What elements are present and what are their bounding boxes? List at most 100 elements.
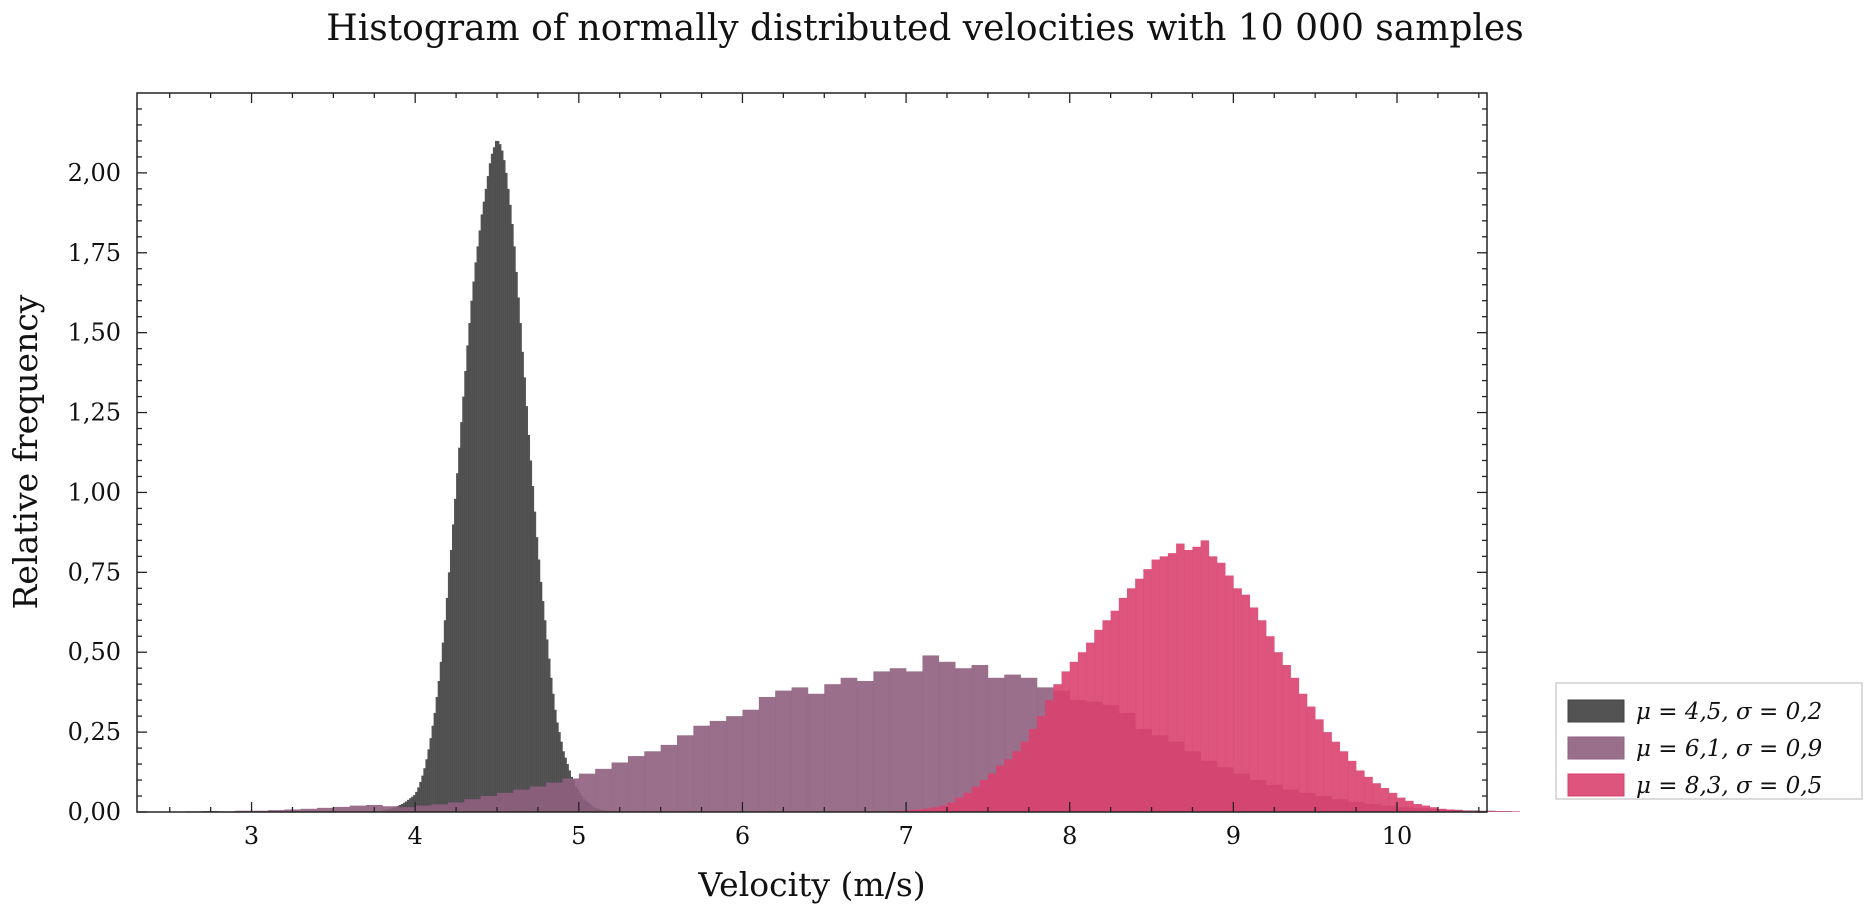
histogram-bar: [535, 537, 539, 812]
histogram-bar: [552, 693, 555, 812]
histogram-bar: [1110, 610, 1120, 812]
histogram-bar: [947, 802, 956, 812]
histogram-bar: [515, 271, 518, 812]
histogram-bar: [1225, 575, 1234, 812]
legend-swatch: [1567, 699, 1625, 723]
histogram-bar: [464, 799, 481, 812]
histogram-bars: [186, 140, 1521, 813]
histogram-bar: [914, 809, 923, 812]
series-3-bars: [889, 540, 1521, 812]
histogram-bar: [447, 572, 451, 812]
x-axis-ticks: 3 4 5 6 7 8 9 10: [169, 93, 1480, 850]
histogram-bar: [558, 732, 561, 812]
histogram-bar: [930, 807, 940, 812]
histogram-bar: [499, 144, 502, 812]
histogram-bar: [537, 559, 541, 812]
histogram-bar: [1061, 671, 1071, 812]
y-tick-label: 1,25: [68, 399, 121, 427]
histogram-bar: [480, 214, 483, 812]
legend-label: μ = 6,1, σ = 0,9: [1636, 736, 1822, 762]
histogram-bar: [507, 188, 510, 812]
histogram-bar: [413, 795, 416, 812]
chart-title: Histogram of normally distributed veloci…: [326, 8, 1523, 49]
histogram-bar: [1176, 543, 1185, 812]
histogram-bar: [1364, 776, 1373, 812]
histogram-bar: [452, 524, 455, 812]
histogram-bar: [1257, 620, 1267, 812]
histogram-bar: [456, 473, 459, 812]
histogram-bar: [449, 549, 453, 812]
histogram-bar: [1495, 811, 1504, 812]
histogram-bar: [317, 807, 334, 812]
y-tick-label: 2,00: [68, 159, 121, 187]
histogram-bar: [955, 797, 964, 812]
histogram-bar: [1143, 569, 1152, 812]
histogram-bar: [1069, 661, 1079, 812]
histogram-bar: [511, 224, 514, 812]
x-tick-label: 4: [408, 822, 423, 850]
histogram-bar: [1233, 588, 1242, 812]
y-tick-label: 0,25: [68, 718, 121, 746]
histogram-bar: [1192, 546, 1201, 812]
histogram-bar: [1151, 559, 1161, 812]
histogram-bar: [1028, 728, 1038, 812]
x-axis-label: Velocity (m/s): [697, 865, 925, 904]
histogram-bar: [472, 281, 475, 812]
histogram-bar: [429, 738, 432, 812]
histogram-bar: [627, 756, 645, 812]
x-tick-label: 7: [898, 822, 913, 850]
histogram-bar: [840, 677, 858, 812]
histogram-bar: [1266, 636, 1275, 812]
histogram-bar: [480, 796, 498, 812]
histogram-bar: [955, 668, 972, 812]
legend-swatch: [1567, 773, 1625, 797]
histogram-bar: [1020, 741, 1030, 812]
x-tick-label: 3: [244, 822, 259, 850]
histogram-bar: [443, 620, 447, 812]
x-tick-label: 5: [571, 822, 586, 850]
histogram-bar: [971, 786, 981, 812]
histogram-bar: [503, 160, 506, 813]
histogram-bar: [987, 773, 997, 812]
histogram-bar: [1421, 805, 1431, 812]
histogram-bar: [611, 762, 629, 812]
histogram-bar: [546, 639, 549, 812]
histogram-bar: [1184, 549, 1193, 812]
histogram-bar: [462, 396, 465, 812]
histogram-bar: [458, 447, 461, 812]
histogram-bar: [1282, 665, 1291, 812]
histogram-bar: [1208, 556, 1218, 812]
histogram-bar: [441, 642, 445, 812]
histogram-bar: [1347, 760, 1357, 812]
histogram-bar: [437, 680, 441, 812]
histogram-bar: [1388, 792, 1398, 812]
histogram-bar: [333, 806, 351, 812]
histogram-bar: [505, 172, 508, 812]
y-axis-ticks: 0,00 0,25 0,50 0,75 1,00 1,25 1,50 1,75 2,00: [68, 108, 1487, 826]
histogram-bar: [531, 486, 535, 812]
histogram-bar: [407, 799, 410, 812]
histogram-bar: [548, 658, 551, 812]
histogram-bar: [484, 188, 488, 812]
histogram-bar: [492, 147, 496, 812]
histogram-bar: [1372, 783, 1381, 812]
y-tick-label: 0,50: [68, 638, 121, 666]
histogram-bar: [464, 371, 467, 812]
histogram-bar: [1102, 620, 1111, 812]
histogram-bar: [474, 262, 477, 812]
histogram-bar: [1290, 677, 1300, 812]
histogram-bar: [1307, 706, 1316, 812]
histogram-bar: [466, 345, 469, 812]
histogram-bar: [644, 751, 661, 812]
histogram-bar: [979, 780, 989, 812]
histogram-bar: [425, 759, 428, 812]
histogram-bar: [906, 671, 923, 812]
histogram-bar: [431, 725, 434, 812]
histogram-bar: [857, 680, 874, 812]
histogram-bar: [523, 377, 526, 812]
histogram-bar: [454, 498, 457, 812]
histogram-bar: [435, 696, 438, 812]
histogram-bar: [1217, 562, 1226, 812]
histogram-bar: [1118, 597, 1128, 812]
histogram-bar: [1315, 719, 1324, 812]
